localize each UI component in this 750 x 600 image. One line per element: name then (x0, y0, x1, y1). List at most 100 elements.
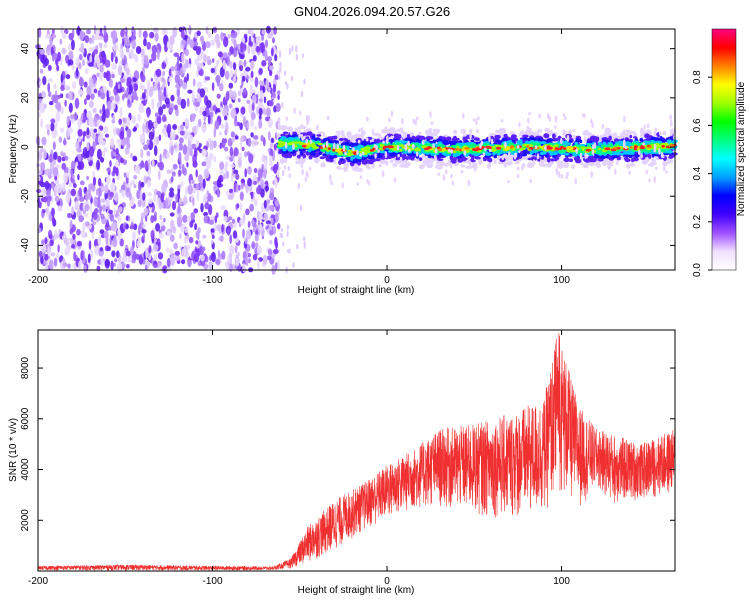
spectrogram-noise-cell (143, 144, 149, 151)
spectrogram-signal-cell (628, 163, 636, 167)
spectrogram-noise-cell (80, 161, 84, 170)
spectrogram-noise-cell (261, 29, 266, 35)
spectrogram-noise-cell (183, 235, 189, 245)
spectrogram-signal-cell (419, 137, 427, 141)
spectrogram-noise-cell (195, 101, 200, 108)
spectrogram-signal-cell (460, 164, 466, 168)
spectrogram-noise-cell (251, 241, 256, 250)
spectrogram-noise-cell (53, 94, 59, 104)
spectrogram-noise-cell (274, 53, 278, 62)
spectrogram-noise-cell (170, 254, 176, 266)
spectrogram-noise-cell (165, 197, 169, 207)
spectrogram-noise-cell (176, 87, 181, 98)
spectrogram-noise-cell (41, 188, 47, 197)
spectrogram-noise-cell (269, 192, 275, 201)
spectrogram-noise-cell (214, 215, 218, 224)
spectrogram-noise-cell (126, 264, 130, 269)
spectrogram-noise-cell (192, 160, 198, 168)
spectrogram-signal-cell (374, 158, 381, 162)
spectrogram-noise-cell (48, 100, 54, 106)
spectrogram-noise-cell (277, 117, 281, 124)
spectrogram-noise-cell (129, 201, 134, 207)
spectrogram-signal-cell (654, 137, 660, 141)
spectrogram-signal-cell (437, 153, 443, 158)
spectrogram-noise-cell (82, 131, 86, 139)
spectrogram-noise-cell (70, 237, 74, 245)
spectrogram-noise-cell (224, 115, 228, 121)
spectrogram-signal-cell (402, 151, 409, 154)
spectrogram-noise-cell (222, 52, 228, 59)
spectrogram-noise-cell (136, 190, 141, 200)
spectrogram-noise-cell (303, 240, 306, 249)
spectrogram-noise-cell (302, 236, 306, 242)
spectrogram-noise-cell (200, 202, 204, 213)
spectrogram-signal-cell (361, 160, 365, 165)
spectrogram-noise-cell (79, 180, 85, 186)
spectrogram-signal-cell (531, 156, 537, 161)
spectrogram-noise-cell (68, 90, 73, 101)
spectrogram-noise-cell (173, 104, 178, 111)
spectrogram-noise-cell (92, 132, 96, 141)
spectrogram-signal-cell (488, 162, 492, 168)
spectrogram-signal-cell (282, 159, 287, 164)
spectrogram-noise-cell (125, 136, 130, 146)
spectrogram-noise-cell (160, 193, 165, 203)
spectrogram-noise-cell (170, 66, 176, 72)
spectrogram-noise-cell (220, 31, 224, 42)
spectrogram-noise-cell (254, 230, 259, 236)
spectrogram-noise-cell (61, 32, 67, 39)
spectrogram-noise-cell (242, 263, 246, 273)
spectrogram-noise-cell (86, 110, 92, 119)
spectrogram-noise-cell (145, 247, 148, 259)
spectrogram-noise-cell (49, 234, 53, 240)
spectrogram-noise-cell (239, 218, 245, 226)
spectrogram-noise-cell (166, 169, 172, 174)
spectrogram-noise-cell (196, 68, 199, 78)
spectrogram-noise-cell (150, 229, 155, 240)
spectrogram-noise-cell (57, 51, 61, 62)
spectrogram-noise-cell (104, 133, 110, 138)
spectrogram-noise-cell (280, 227, 283, 233)
spectrogram-noise-cell (112, 114, 116, 122)
spectrogram-signal-cell (640, 127, 644, 134)
spectrogram-signal-cell (559, 160, 564, 167)
spectrogram-noise-cell (67, 263, 71, 269)
spectrogram-noise-cell (84, 221, 90, 227)
spectrogram-noise-cell (239, 202, 243, 211)
spectrogram-noise-cell (210, 239, 214, 245)
spectrogram-noise-cell (94, 35, 99, 41)
spectrogram-noise-cell (247, 166, 252, 175)
spectrogram-noise-cell (149, 31, 155, 39)
spectrogram-noise-cell (86, 127, 90, 136)
spectrogram-noise-cell (82, 59, 85, 66)
spectrogram-noise-cell (163, 87, 167, 98)
spectrogram-noise-cell (166, 126, 170, 134)
spectrogram-noise-cell (54, 185, 58, 196)
spectrogram-noise-cell (159, 232, 164, 239)
spectrogram-noise-cell (92, 107, 97, 114)
spectrogram-noise-cell (187, 244, 190, 251)
spectrogram-noise-cell (91, 121, 95, 128)
spectrogram-noise-cell (57, 205, 63, 212)
spectrogram-noise-cell (136, 240, 141, 248)
spectrogram-noise-cell (196, 81, 203, 89)
spectrogram-noise-cell (179, 137, 184, 144)
spectrogram-signal-cell (501, 150, 507, 154)
spectrogram-noise-cell (52, 167, 59, 177)
spectrogram-noise-cell (252, 227, 256, 233)
spectrogram-signal-cell (545, 133, 550, 139)
spectrogram-noise-cell (110, 101, 116, 111)
spectrogram-noise-cell (190, 212, 195, 220)
spectrogram-noise-cell (116, 209, 119, 216)
spectrogram-signal-cell (424, 157, 431, 163)
spectrogram-noise-cell (250, 117, 255, 128)
spectrogram-noise-cell (187, 184, 193, 195)
spectrogram-noise-cell (73, 251, 77, 262)
spectrogram-noise-cell (280, 233, 284, 238)
spectrogram-noise-cell (162, 265, 168, 274)
spectrogram-noise-cell (169, 187, 174, 193)
spectrogram-noise-cell (212, 104, 217, 112)
spectrogram-noise-cell (67, 127, 73, 134)
spectrogram-signal-cell (581, 148, 585, 152)
spectrogram-noise-cell (211, 234, 215, 239)
